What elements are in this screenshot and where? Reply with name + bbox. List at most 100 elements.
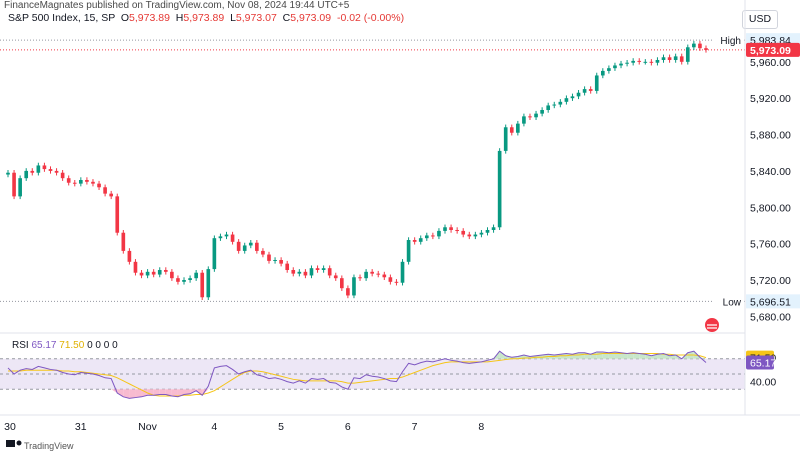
candle [24,168,29,181]
time-tick-label: 8 [478,421,484,433]
candle-body [364,271,368,279]
candle [564,95,569,105]
candle-body [206,269,211,298]
candle-body [491,227,496,230]
symbol-label[interactable]: S&P 500 Index, 15, SP [8,12,116,24]
candle [364,269,368,281]
candle-body [382,274,387,278]
candle-body [437,230,441,237]
candle [479,230,484,238]
low-value-tag [746,294,800,309]
candle-body [230,234,235,242]
candle [248,240,253,249]
candle [36,162,41,176]
candle-body [30,170,35,173]
candle [491,224,496,233]
candle-body [443,227,447,231]
candle-body [97,183,101,188]
candle-body [576,92,581,97]
candle-body [194,272,198,279]
candle [582,86,587,96]
candle [291,267,296,277]
rsi-oversold-fill [123,389,130,399]
rsi-overbought-fill [633,352,640,359]
candle [54,168,59,176]
candle-body [333,275,338,279]
candle-body [600,70,605,76]
candle [667,54,672,63]
candle [48,166,53,174]
candle-body [85,180,89,182]
price-tick-label: 5,760.00 [750,239,791,251]
candle-body [637,60,642,62]
rsi-legend-value: 65.17 [31,340,57,351]
candle-body [685,47,690,62]
publisher-note: FinanceMagnates published on TradingView… [4,0,350,11]
low-key: L [230,12,236,24]
candle [242,242,247,254]
candle-body [358,277,362,279]
candle-body [72,182,77,184]
candle [455,227,459,234]
rsi-tag-label: 65.17 [750,357,776,369]
candle-body [473,234,478,237]
currency-button[interactable]: USD [742,10,778,29]
candle [200,270,205,300]
candle [485,227,490,236]
candle [649,59,654,66]
session-clock-icon[interactable] [705,318,719,332]
price-axis: 5,680.00 5,720.00 5,760.00 5,800.00 5,840.00… [713,33,800,389]
candle-body [346,288,350,296]
candle-body [516,123,520,133]
candle [473,231,478,240]
candle-body [176,278,180,282]
candle [400,259,405,286]
rsi-overbought-fill [499,351,506,359]
candle [698,40,702,51]
rsi-overbought-fill [590,351,597,359]
grid [0,39,745,302]
candle [418,235,423,245]
candle [340,275,344,291]
candle [376,270,381,278]
change-value: -0.02 (-0.00%) [336,12,405,24]
candle-body [303,271,308,276]
candle [30,168,35,176]
rsi-oversold-fill [135,389,142,398]
rsi-name[interactable]: RSI [12,340,29,351]
candle-body [594,75,599,91]
candle [424,232,429,241]
rsi-pane [0,350,745,399]
candle [151,269,156,278]
candle-body [279,260,283,264]
candle-body [485,230,490,233]
time-tick-label: 5 [278,421,284,433]
candle [127,248,132,265]
candle-body [170,271,174,279]
candle-body [625,62,629,64]
candle [497,148,502,230]
candle-body [467,234,472,237]
tradingview-logo-icon[interactable] [6,440,22,447]
candle-body [91,181,95,184]
candle [503,124,508,154]
candle-body [582,89,587,93]
rsi-oversold-fill [129,389,136,399]
candle-body [182,280,186,282]
candle [588,86,593,94]
candle-body [643,61,648,63]
candle-body [406,240,411,262]
candle [352,274,356,299]
candle [655,57,660,66]
candle-body [291,270,296,274]
high-key: H [175,12,184,24]
candle [692,40,696,50]
last-price-tag [746,42,800,57]
rsi-line [7,350,707,399]
candle-body [509,127,514,133]
candle [388,274,393,285]
time-tick-label: Nov [138,421,157,433]
rsi-param: 0 [95,340,101,351]
candle-body [188,278,192,280]
